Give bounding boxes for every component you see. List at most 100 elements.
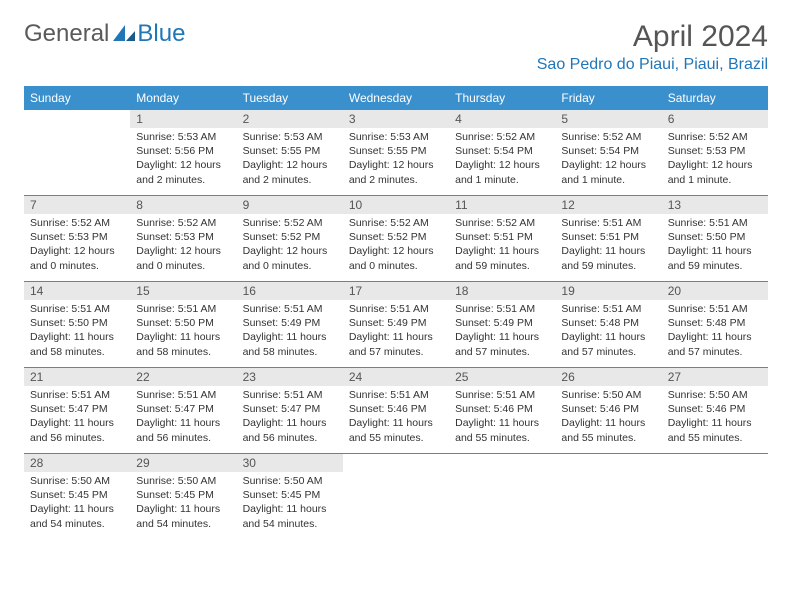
- weekday-header: Sunday: [24, 87, 130, 110]
- daylight-text-2: and 57 minutes.: [561, 345, 655, 359]
- daylight-text-1: Daylight: 12 hours: [30, 244, 124, 258]
- day-number: 11: [449, 196, 555, 214]
- daylight-text-1: Daylight: 12 hours: [561, 158, 655, 172]
- day-number: 5: [555, 110, 661, 128]
- daylight-text-1: Daylight: 11 hours: [349, 416, 443, 430]
- daylight-text-2: and 1 minute.: [668, 173, 762, 187]
- sunset-text: Sunset: 5:50 PM: [30, 316, 124, 330]
- sunrise-text: Sunrise: 5:51 AM: [668, 216, 762, 230]
- day-body: Sunrise: 5:53 AMSunset: 5:55 PMDaylight:…: [237, 128, 343, 191]
- sunrise-text: Sunrise: 5:52 AM: [136, 216, 230, 230]
- location-text: Sao Pedro do Piaui, Piaui, Brazil: [537, 56, 768, 74]
- day-number: 30: [237, 454, 343, 472]
- sunset-text: Sunset: 5:53 PM: [136, 230, 230, 244]
- calendar-day-cell: 20Sunrise: 5:51 AMSunset: 5:48 PMDayligh…: [662, 282, 768, 368]
- sunrise-text: Sunrise: 5:51 AM: [30, 388, 124, 402]
- sunset-text: Sunset: 5:49 PM: [349, 316, 443, 330]
- daylight-text-1: Daylight: 11 hours: [455, 244, 549, 258]
- daylight-text-1: Daylight: 12 hours: [136, 158, 230, 172]
- calendar-day-cell: 28Sunrise: 5:50 AMSunset: 5:45 PMDayligh…: [24, 454, 130, 540]
- day-body: Sunrise: 5:51 AMSunset: 5:50 PMDaylight:…: [130, 300, 236, 363]
- sunset-text: Sunset: 5:46 PM: [455, 402, 549, 416]
- day-number: 18: [449, 282, 555, 300]
- day-number: 27: [662, 368, 768, 386]
- calendar-day-cell: 29Sunrise: 5:50 AMSunset: 5:45 PMDayligh…: [130, 454, 236, 540]
- sunset-text: Sunset: 5:53 PM: [30, 230, 124, 244]
- weekday-header: Friday: [555, 87, 661, 110]
- daylight-text-2: and 0 minutes.: [243, 259, 337, 273]
- day-body: Sunrise: 5:50 AMSunset: 5:46 PMDaylight:…: [555, 386, 661, 449]
- day-body: Sunrise: 5:50 AMSunset: 5:45 PMDaylight:…: [237, 472, 343, 535]
- calendar-day-cell: [662, 454, 768, 540]
- calendar-day-cell: 14Sunrise: 5:51 AMSunset: 5:50 PMDayligh…: [24, 282, 130, 368]
- daylight-text-1: Daylight: 11 hours: [243, 416, 337, 430]
- calendar-week-row: 21Sunrise: 5:51 AMSunset: 5:47 PMDayligh…: [24, 368, 768, 454]
- brand-logo: General Blue: [24, 20, 185, 48]
- sunrise-text: Sunrise: 5:53 AM: [243, 130, 337, 144]
- day-number: 1: [130, 110, 236, 128]
- day-number: 29: [130, 454, 236, 472]
- sunrise-text: Sunrise: 5:51 AM: [243, 388, 337, 402]
- sail-icon: [113, 20, 135, 36]
- page-header: General Blue April 2024 Sao Pedro do Pia…: [24, 20, 768, 74]
- daylight-text-2: and 55 minutes.: [455, 431, 549, 445]
- sunset-text: Sunset: 5:56 PM: [136, 144, 230, 158]
- calendar-week-row: 14Sunrise: 5:51 AMSunset: 5:50 PMDayligh…: [24, 282, 768, 368]
- daylight-text-1: Daylight: 11 hours: [30, 330, 124, 344]
- daylight-text-2: and 57 minutes.: [668, 345, 762, 359]
- day-body: Sunrise: 5:53 AMSunset: 5:56 PMDaylight:…: [130, 128, 236, 191]
- calendar-day-cell: 12Sunrise: 5:51 AMSunset: 5:51 PMDayligh…: [555, 196, 661, 282]
- day-body: Sunrise: 5:51 AMSunset: 5:50 PMDaylight:…: [24, 300, 130, 363]
- calendar-day-cell: 4Sunrise: 5:52 AMSunset: 5:54 PMDaylight…: [449, 110, 555, 196]
- daylight-text-1: Daylight: 11 hours: [30, 502, 124, 516]
- sunset-text: Sunset: 5:46 PM: [668, 402, 762, 416]
- calendar-day-cell: 26Sunrise: 5:50 AMSunset: 5:46 PMDayligh…: [555, 368, 661, 454]
- calendar-week-row: 7Sunrise: 5:52 AMSunset: 5:53 PMDaylight…: [24, 196, 768, 282]
- daylight-text-1: Daylight: 12 hours: [349, 244, 443, 258]
- day-number: 22: [130, 368, 236, 386]
- day-number: 3: [343, 110, 449, 128]
- sunrise-text: Sunrise: 5:51 AM: [30, 302, 124, 316]
- day-body: Sunrise: 5:52 AMSunset: 5:53 PMDaylight:…: [24, 214, 130, 277]
- daylight-text-2: and 58 minutes.: [30, 345, 124, 359]
- sunset-text: Sunset: 5:46 PM: [349, 402, 443, 416]
- daylight-text-1: Daylight: 11 hours: [243, 330, 337, 344]
- daylight-text-1: Daylight: 11 hours: [561, 244, 655, 258]
- month-title: April 2024: [537, 20, 768, 54]
- day-body: Sunrise: 5:51 AMSunset: 5:47 PMDaylight:…: [130, 386, 236, 449]
- calendar-day-cell: 1Sunrise: 5:53 AMSunset: 5:56 PMDaylight…: [130, 110, 236, 196]
- calendar-day-cell: 17Sunrise: 5:51 AMSunset: 5:49 PMDayligh…: [343, 282, 449, 368]
- daylight-text-2: and 58 minutes.: [136, 345, 230, 359]
- daylight-text-1: Daylight: 11 hours: [561, 416, 655, 430]
- day-number: 13: [662, 196, 768, 214]
- weekday-row: Sunday Monday Tuesday Wednesday Thursday…: [24, 87, 768, 110]
- sunset-text: Sunset: 5:53 PM: [668, 144, 762, 158]
- day-number: 21: [24, 368, 130, 386]
- sunrise-text: Sunrise: 5:51 AM: [561, 216, 655, 230]
- sunrise-text: Sunrise: 5:53 AM: [136, 130, 230, 144]
- daylight-text-2: and 0 minutes.: [136, 259, 230, 273]
- day-body: Sunrise: 5:52 AMSunset: 5:54 PMDaylight:…: [449, 128, 555, 191]
- weekday-header: Thursday: [449, 87, 555, 110]
- sunrise-text: Sunrise: 5:51 AM: [668, 302, 762, 316]
- day-number: 6: [662, 110, 768, 128]
- calendar-day-cell: 6Sunrise: 5:52 AMSunset: 5:53 PMDaylight…: [662, 110, 768, 196]
- daylight-text-1: Daylight: 11 hours: [668, 244, 762, 258]
- daylight-text-1: Daylight: 11 hours: [455, 416, 549, 430]
- daylight-text-2: and 56 minutes.: [136, 431, 230, 445]
- daylight-text-2: and 0 minutes.: [349, 259, 443, 273]
- day-number: 15: [130, 282, 236, 300]
- sunset-text: Sunset: 5:51 PM: [561, 230, 655, 244]
- sunset-text: Sunset: 5:45 PM: [243, 488, 337, 502]
- day-number: 26: [555, 368, 661, 386]
- daylight-text-2: and 55 minutes.: [668, 431, 762, 445]
- day-number: 10: [343, 196, 449, 214]
- daylight-text-2: and 54 minutes.: [30, 517, 124, 531]
- sunset-text: Sunset: 5:54 PM: [561, 144, 655, 158]
- sunrise-text: Sunrise: 5:51 AM: [136, 388, 230, 402]
- calendar-day-cell: 9Sunrise: 5:52 AMSunset: 5:52 PMDaylight…: [237, 196, 343, 282]
- day-body: Sunrise: 5:51 AMSunset: 5:47 PMDaylight:…: [24, 386, 130, 449]
- calendar-day-cell: 3Sunrise: 5:53 AMSunset: 5:55 PMDaylight…: [343, 110, 449, 196]
- calendar-day-cell: 21Sunrise: 5:51 AMSunset: 5:47 PMDayligh…: [24, 368, 130, 454]
- sunset-text: Sunset: 5:55 PM: [349, 144, 443, 158]
